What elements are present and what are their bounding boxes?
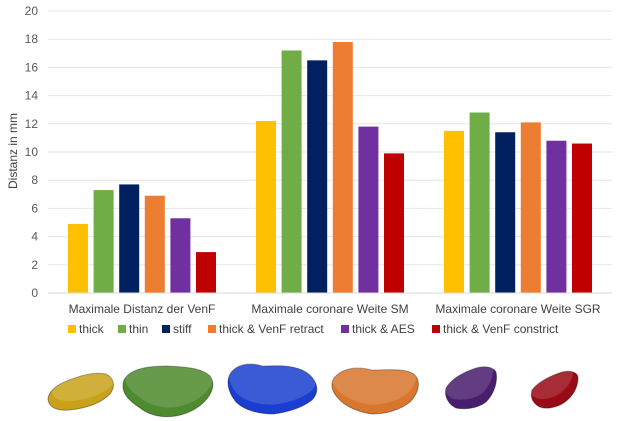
category-label: Maximale coronare Weite SGR xyxy=(435,302,601,316)
y-tick-label: 20 xyxy=(25,4,39,18)
bar-thick-venf-constrict-0 xyxy=(196,252,216,293)
legend-label: thin xyxy=(129,322,148,336)
model-thick xyxy=(47,372,114,411)
bar-thick-2 xyxy=(444,130,464,293)
legend-swatch xyxy=(432,325,440,333)
legend-swatch xyxy=(118,325,126,333)
legend-label: thick & AES xyxy=(352,322,415,336)
y-tick-label: 18 xyxy=(25,32,39,46)
bar-thick-venf-retract-1 xyxy=(332,42,353,293)
legend-swatch xyxy=(341,325,349,333)
model-highlight xyxy=(228,355,317,405)
model-renderings xyxy=(47,355,579,418)
model-highlight xyxy=(51,364,116,402)
category-label: Maximale Distanz der VenF xyxy=(69,302,216,316)
y-tick-label: 6 xyxy=(31,201,38,215)
model-highlight xyxy=(442,358,494,400)
bar-thick-0 xyxy=(68,223,88,293)
bar-thick-venf-retract-0 xyxy=(144,195,165,293)
bars xyxy=(68,42,592,294)
legend-label: stiff xyxy=(173,322,192,336)
bar-thick-venf-retract-2 xyxy=(520,122,541,293)
bar-stiff-0 xyxy=(119,184,140,293)
y-tick-label: 16 xyxy=(25,60,39,74)
category-label: Maximale coronare Weite SM xyxy=(251,302,408,316)
bar-thick-1 xyxy=(256,120,276,293)
bar-thin-0 xyxy=(93,190,114,293)
legend: thick thin stiff thick & VenF retract thick … xyxy=(68,322,559,336)
model-stiff xyxy=(227,363,318,415)
bar-thick-aes-0 xyxy=(170,218,191,293)
legend-label: thick & VenF retract xyxy=(219,322,324,336)
y-tick-label: 14 xyxy=(25,89,39,103)
legend-swatch xyxy=(162,325,170,333)
bar-thick-venf-constrict-2 xyxy=(572,143,592,293)
y-tick-label: 12 xyxy=(25,117,39,131)
category-labels: Maximale Distanz der VenF Maximale corona… xyxy=(69,302,601,316)
bar-thick-aes-2 xyxy=(546,140,567,293)
model-highlight xyxy=(125,357,214,408)
y-tick-label: 0 xyxy=(31,286,38,300)
model-thick-venf-retract xyxy=(331,367,419,415)
bar-stiff-2 xyxy=(495,132,516,293)
legend-swatch xyxy=(208,325,216,333)
model-thick-aes xyxy=(445,366,497,410)
legend-label: thick & VenF constrict xyxy=(443,322,559,336)
y-axis-label: Distanz in mm xyxy=(6,113,20,189)
gridlines xyxy=(48,10,612,266)
bar-thick-venf-constrict-1 xyxy=(384,153,404,293)
y-tick-label: 10 xyxy=(25,145,39,159)
y-tick-label: 8 xyxy=(31,173,38,187)
bar-thin-1 xyxy=(281,50,302,294)
legend-swatch xyxy=(68,325,76,333)
model-highlight xyxy=(527,362,574,400)
y-axis-ticks: 0 2 4 6 8 10 12 14 16 18 20 xyxy=(25,4,39,300)
model-thick-venf-constrict xyxy=(530,370,579,409)
model-thin xyxy=(122,365,214,418)
bar-thick-aes-1 xyxy=(358,126,379,294)
bar-thin-2 xyxy=(469,112,490,294)
bar-stiff-1 xyxy=(307,60,328,293)
y-tick-label: 2 xyxy=(31,258,38,272)
model-highlight xyxy=(330,359,417,405)
legend-label: thick xyxy=(79,322,105,336)
y-tick-label: 4 xyxy=(31,230,38,244)
